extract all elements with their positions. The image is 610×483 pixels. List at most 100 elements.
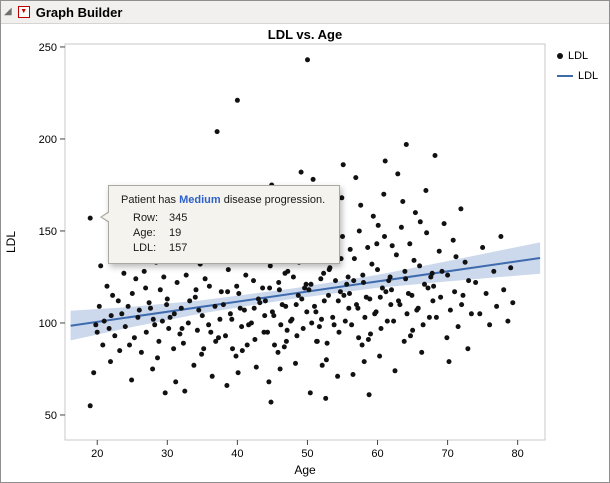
data-point[interactable]: [404, 311, 410, 317]
y-axis-label[interactable]: LDL: [4, 231, 18, 253]
data-point[interactable]: [156, 338, 162, 344]
data-point[interactable]: [436, 248, 442, 254]
data-point[interactable]: [417, 219, 423, 225]
data-point[interactable]: [262, 298, 268, 304]
data-point[interactable]: [438, 294, 444, 300]
data-point[interactable]: [365, 337, 371, 342]
data-point[interactable]: [87, 403, 93, 409]
data-point[interactable]: [127, 342, 132, 348]
data-point[interactable]: [278, 322, 284, 328]
data-point[interactable]: [372, 311, 378, 317]
data-point[interactable]: [185, 320, 191, 326]
data-point[interactable]: [299, 296, 305, 302]
data-point[interactable]: [393, 252, 399, 258]
data-point[interactable]: [246, 322, 252, 328]
data-point[interactable]: [312, 303, 317, 309]
data-point[interactable]: [370, 213, 376, 219]
data-point[interactable]: [271, 313, 277, 319]
data-point[interactable]: [403, 276, 409, 282]
data-point[interactable]: [201, 346, 207, 352]
data-point[interactable]: [378, 326, 384, 331]
data-point[interactable]: [510, 300, 516, 306]
data-point[interactable]: [398, 224, 404, 230]
data-point[interactable]: [439, 268, 445, 274]
data-point[interactable]: [223, 333, 228, 339]
data-point[interactable]: [441, 221, 447, 227]
data-point[interactable]: [355, 305, 361, 311]
data-point[interactable]: [199, 313, 205, 319]
data-point[interactable]: [167, 314, 173, 320]
data-point[interactable]: [302, 285, 308, 291]
data-point[interactable]: [431, 283, 437, 289]
data-point[interactable]: [358, 202, 364, 208]
data-point[interactable]: [293, 360, 298, 366]
data-point[interactable]: [244, 342, 250, 348]
data-point[interactable]: [288, 318, 294, 324]
data-point[interactable]: [110, 292, 116, 298]
data-point[interactable]: [455, 324, 461, 330]
x-axis-label[interactable]: Age: [294, 463, 316, 477]
data-point[interactable]: [339, 195, 345, 201]
data-point[interactable]: [295, 292, 301, 298]
data-point[interactable]: [458, 206, 464, 212]
data-point[interactable]: [251, 305, 257, 311]
data-point[interactable]: [202, 276, 208, 282]
data-point[interactable]: [180, 340, 186, 346]
data-point[interactable]: [252, 337, 258, 342]
data-point[interactable]: [321, 270, 327, 276]
data-point[interactable]: [213, 338, 219, 344]
data-point[interactable]: [298, 169, 304, 175]
data-point[interactable]: [400, 199, 406, 204]
data-point[interactable]: [407, 241, 413, 247]
data-point[interactable]: [220, 302, 226, 308]
data-point[interactable]: [389, 243, 395, 249]
data-point[interactable]: [146, 300, 152, 306]
data-point[interactable]: [365, 245, 371, 250]
data-point[interactable]: [251, 278, 256, 284]
data-point[interactable]: [234, 97, 240, 103]
data-point[interactable]: [410, 327, 416, 333]
data-point[interactable]: [426, 314, 432, 320]
data-point[interactable]: [330, 314, 336, 320]
data-point[interactable]: [375, 267, 380, 273]
data-point[interactable]: [218, 289, 224, 295]
data-point[interactable]: [374, 241, 380, 247]
data-point[interactable]: [473, 280, 479, 285]
data-point[interactable]: [305, 57, 310, 63]
data-point[interactable]: [465, 346, 471, 352]
data-point[interactable]: [173, 379, 179, 385]
data-point[interactable]: [347, 291, 352, 296]
outline-disclosure-icon[interactable]: ◢: [4, 6, 12, 17]
data-point[interactable]: [164, 302, 170, 308]
data-point[interactable]: [340, 162, 346, 168]
data-point[interactable]: [236, 291, 242, 296]
data-point[interactable]: [318, 276, 324, 282]
data-point[interactable]: [336, 329, 342, 335]
legend-item-line[interactable]: LDL: [557, 70, 598, 82]
data-point[interactable]: [403, 142, 409, 147]
data-point[interactable]: [316, 324, 322, 330]
data-point[interactable]: [468, 311, 474, 317]
data-point[interactable]: [360, 272, 366, 278]
red-triangle-menu-icon[interactable]: ▼: [17, 6, 30, 18]
data-point[interactable]: [257, 300, 263, 306]
data-point[interactable]: [194, 327, 200, 333]
data-point[interactable]: [422, 281, 427, 287]
data-point[interactable]: [159, 318, 165, 324]
data-point[interactable]: [101, 318, 107, 324]
data-point[interactable]: [261, 329, 267, 335]
data-point[interactable]: [304, 309, 310, 315]
data-point[interactable]: [157, 287, 163, 293]
data-point[interactable]: [262, 313, 268, 319]
data-point[interactable]: [347, 246, 353, 252]
data-point[interactable]: [430, 298, 436, 304]
data-point[interactable]: [193, 287, 199, 293]
data-point[interactable]: [212, 303, 218, 309]
data-point[interactable]: [445, 272, 451, 278]
data-point[interactable]: [96, 303, 102, 309]
data-point[interactable]: [266, 379, 272, 385]
data-point[interactable]: [335, 298, 341, 304]
data-point[interactable]: [227, 311, 233, 317]
data-point[interactable]: [361, 359, 367, 365]
data-point[interactable]: [241, 307, 247, 313]
